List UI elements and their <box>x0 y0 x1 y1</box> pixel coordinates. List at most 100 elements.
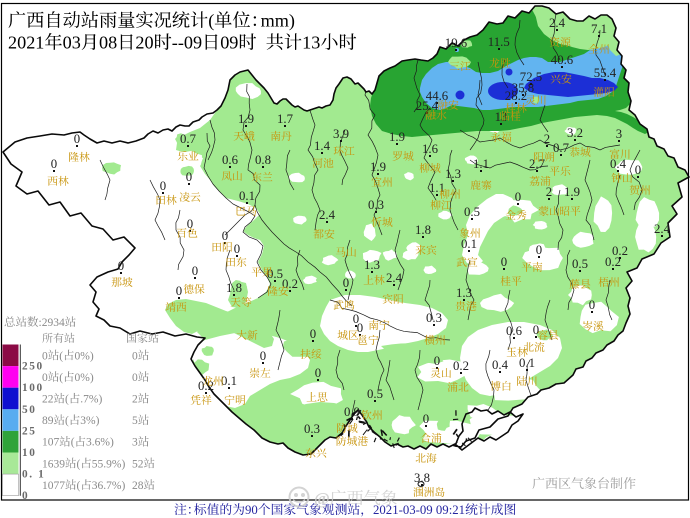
svg-text:0: 0 <box>132 372 138 384</box>
svg-text:50: 50 <box>22 404 37 416</box>
svg-text:0.1: 0.1 <box>221 374 237 388</box>
svg-text:2021-03-09 09:21: 2021-03-09 09:21 <box>373 503 465 517</box>
svg-text:1.9: 1.9 <box>389 130 405 144</box>
svg-text:0%): 0%) <box>75 350 94 362</box>
svg-text:1.1: 1.1 <box>473 157 489 171</box>
svg-text:1.9: 1.9 <box>564 185 580 199</box>
svg-text:0.2: 0.2 <box>605 255 621 269</box>
svg-text:0: 0 <box>589 298 595 312</box>
svg-text:0.6: 0.6 <box>222 153 239 167</box>
svg-text:2.4: 2.4 <box>654 222 671 236</box>
svg-text:3.2: 3.2 <box>567 126 583 140</box>
svg-text:40.6: 40.6 <box>551 53 574 67</box>
svg-text:0.7: 0.7 <box>553 141 570 155</box>
svg-text:0: 0 <box>353 312 359 326</box>
svg-text:1.3: 1.3 <box>445 167 461 181</box>
svg-text:3.6%): 3.6%) <box>86 437 114 449</box>
svg-text:1.1: 1.1 <box>429 181 445 195</box>
svg-text:.7%): .7%) <box>80 394 102 406</box>
svg-text:0.5: 0.5 <box>267 267 283 281</box>
svg-text:0: 0 <box>51 157 57 171</box>
svg-text:2.4: 2.4 <box>549 16 566 30</box>
svg-text:0: 0 <box>260 349 266 363</box>
svg-text::2934: :2934 <box>39 317 65 329</box>
svg-text:0. 1: 0. 1 <box>22 469 45 481</box>
svg-text:89: 89 <box>42 415 54 427</box>
svg-text:0.1: 0.1 <box>461 237 477 251</box>
svg-text:13: 13 <box>495 110 508 124</box>
svg-text:0: 0 <box>501 255 507 269</box>
svg-text:09: 09 <box>220 33 238 53</box>
svg-text:3.9: 3.9 <box>333 127 349 141</box>
svg-text:0.5: 0.5 <box>367 387 383 401</box>
svg-text:mm): mm) <box>261 11 295 32</box>
svg-text:3: 3 <box>132 437 138 449</box>
svg-text:0.5: 0.5 <box>572 257 588 271</box>
svg-text:(: ( <box>65 415 69 427</box>
svg-text:0%): 0%) <box>75 372 94 384</box>
svg-text:0: 0 <box>423 412 429 426</box>
svg-text:(: ( <box>208 11 214 32</box>
svg-text:0.3: 0.3 <box>368 198 384 212</box>
svg-text:52: 52 <box>132 458 144 470</box>
svg-text:0.2: 0.2 <box>198 379 214 393</box>
svg-text:2: 2 <box>546 185 552 199</box>
svg-text:0.9: 0.9 <box>344 405 360 419</box>
svg-text:0: 0 <box>222 229 228 243</box>
svg-text:13: 13 <box>302 33 320 53</box>
svg-text:72.5: 72.5 <box>520 70 542 84</box>
svg-text:1.9: 1.9 <box>370 160 386 174</box>
svg-text:1.9: 1.9 <box>238 112 254 126</box>
svg-text:(: ( <box>65 394 69 406</box>
svg-text:1.8: 1.8 <box>226 281 242 295</box>
svg-text:0: 0 <box>74 132 80 146</box>
svg-text:1.7: 1.7 <box>277 112 294 126</box>
svg-text:1.4: 1.4 <box>314 139 331 153</box>
svg-text:28: 28 <box>132 480 144 492</box>
svg-text:1.8: 1.8 <box>415 223 431 237</box>
svg-text:(: ( <box>71 437 75 449</box>
svg-text:107: 107 <box>42 437 60 449</box>
svg-text:25: 25 <box>22 425 37 437</box>
svg-text:2: 2 <box>544 132 550 146</box>
svg-text:0.4: 0.4 <box>492 358 509 372</box>
svg-text:100: 100 <box>22 382 44 394</box>
svg-text:0: 0 <box>343 276 349 290</box>
svg-text:(: ( <box>77 480 81 492</box>
svg-text:0.2: 0.2 <box>453 359 469 373</box>
svg-text:0.3: 0.3 <box>304 422 320 436</box>
svg-text:0: 0 <box>536 243 542 257</box>
svg-text:0: 0 <box>315 366 321 380</box>
svg-text:0: 0 <box>533 323 539 337</box>
svg-text:0: 0 <box>187 217 193 231</box>
svg-text:1639: 1639 <box>42 458 65 470</box>
svg-text:25.4: 25.4 <box>416 99 439 113</box>
svg-text:0: 0 <box>42 350 48 362</box>
svg-text:0: 0 <box>186 170 192 184</box>
svg-text:10: 10 <box>22 447 37 459</box>
svg-text:3%): 3%) <box>80 415 99 427</box>
svg-text:55.4: 55.4 <box>594 66 617 80</box>
svg-text:0: 0 <box>22 490 29 502</box>
svg-text:0: 0 <box>192 264 198 278</box>
svg-text:20: 20 <box>135 33 153 53</box>
svg-text:2021: 2021 <box>8 33 44 53</box>
svg-text:44.6: 44.6 <box>426 89 449 103</box>
svg-text:1077: 1077 <box>42 480 65 492</box>
svg-text:08: 08 <box>99 33 117 53</box>
svg-text:0: 0 <box>357 321 363 335</box>
svg-text:0: 0 <box>160 179 166 193</box>
svg-text:22: 22 <box>42 394 54 406</box>
svg-text:0: 0 <box>635 163 641 177</box>
svg-text:35.8: 35.8 <box>512 81 534 95</box>
svg-text:03: 03 <box>63 33 81 53</box>
svg-text:0: 0 <box>132 350 138 362</box>
svg-text:@: @ <box>314 489 330 508</box>
svg-text:0: 0 <box>118 259 124 273</box>
svg-text:(: ( <box>77 458 81 470</box>
svg-text:(: ( <box>59 350 63 362</box>
svg-text:0: 0 <box>434 354 440 368</box>
svg-text:55.9%): 55.9%) <box>92 458 126 470</box>
svg-text:0: 0 <box>176 284 182 298</box>
svg-text:--09: --09 <box>172 33 202 53</box>
